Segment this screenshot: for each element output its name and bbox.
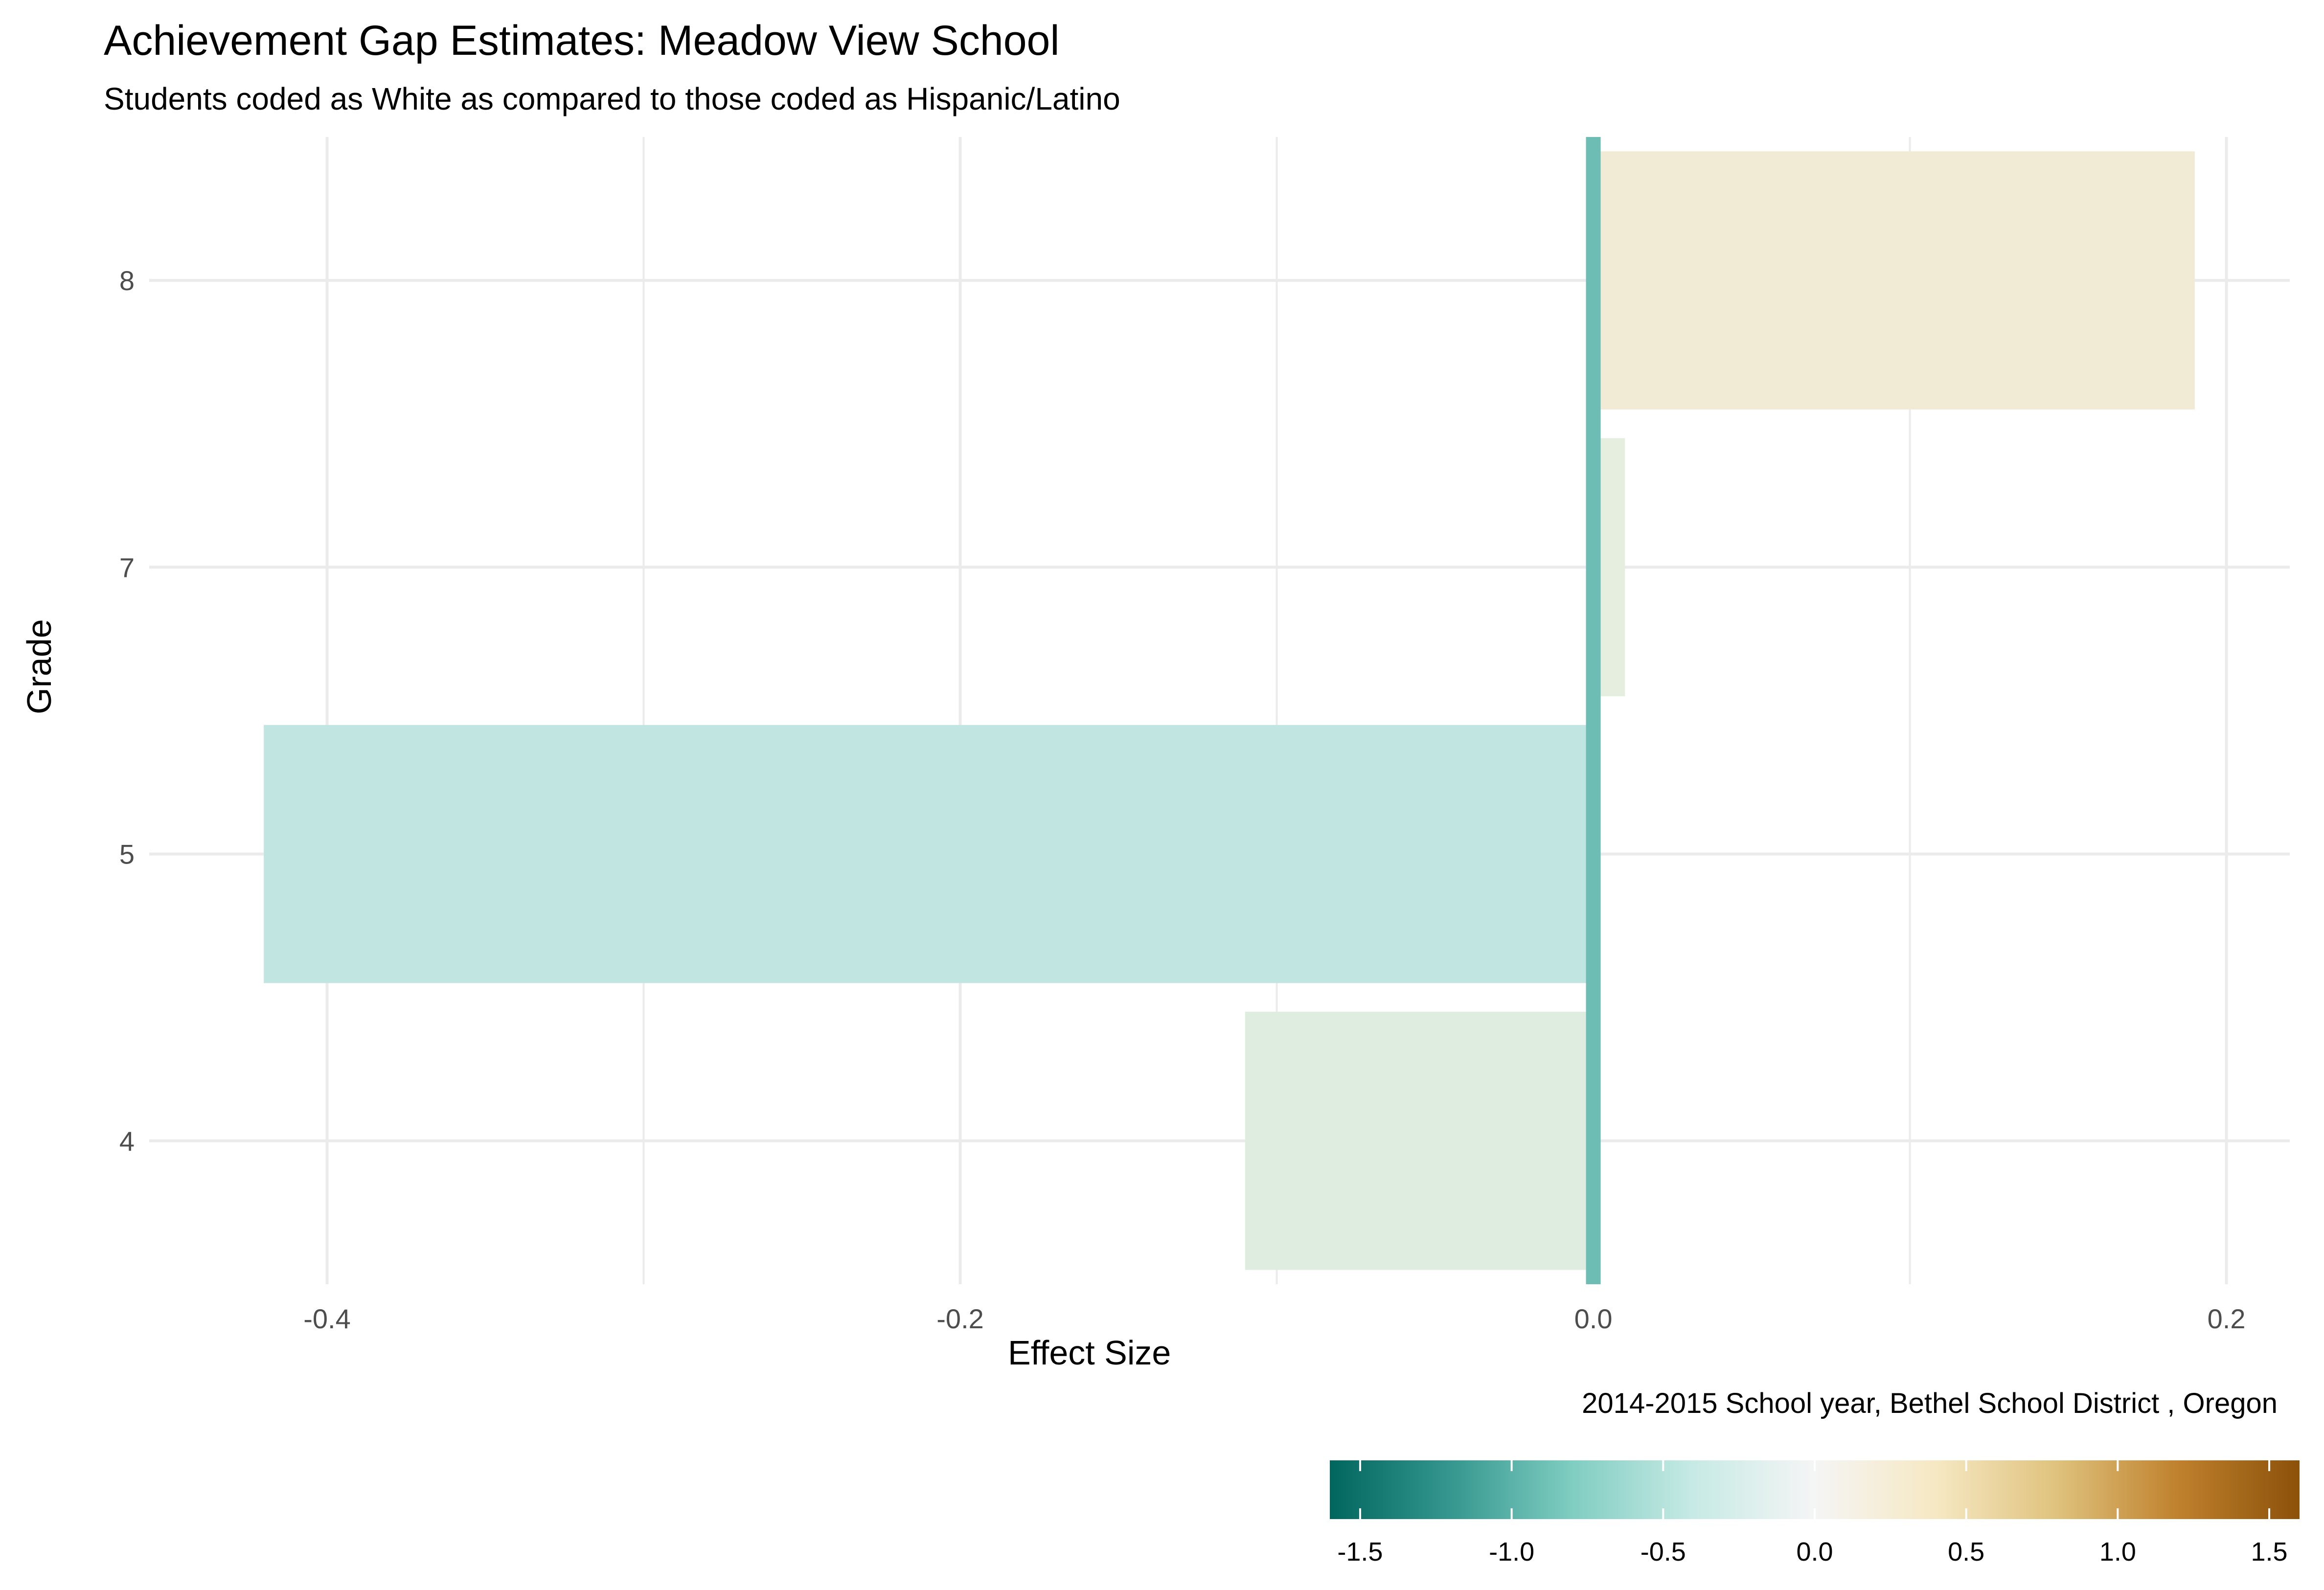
bar-grade-4 (1245, 1012, 1594, 1270)
x-tick-label: 0.0 (1574, 1303, 1613, 1334)
chart-subtitle: Students coded as White as compared to t… (104, 81, 1120, 116)
bar-grade-8 (1593, 151, 2195, 409)
colorbar-tick-label: 0.5 (1948, 1537, 1984, 1567)
x-axis-label: Effect Size (1008, 1334, 1171, 1372)
colorbar-tick-label: 0.0 (1796, 1537, 1833, 1567)
y-tick-label: 8 (119, 265, 135, 296)
x-tick-label: 0.2 (2208, 1303, 2246, 1334)
colorbar-tick-label: 1.0 (2099, 1537, 2136, 1567)
colorbar-tick-label: -1.0 (1489, 1537, 1534, 1567)
colorbar-tick-label: -0.5 (1640, 1537, 1686, 1567)
x-axis-ticks: -0.4 -0.2 0.0 0.2 (303, 1303, 2245, 1334)
zero-line (1586, 137, 1601, 1284)
y-tick-label: 5 (119, 839, 135, 870)
y-axis-ticks: 4 5 7 8 (119, 265, 135, 1157)
colorbar-legend: -1.5 -1.0 -0.5 0.0 0.5 1.0 1.5 (1330, 1460, 2300, 1567)
x-tick-label: -0.4 (303, 1303, 351, 1334)
bars (264, 151, 2195, 1270)
x-tick-label: -0.2 (936, 1303, 984, 1334)
colorbar-tick-label: 1.5 (2251, 1537, 2288, 1567)
y-axis-label: Grade (20, 619, 58, 714)
chart-caption: 2014-2015 School year, Bethel School Dis… (1582, 1387, 2278, 1419)
y-tick-label: 4 (119, 1126, 135, 1157)
colorbar-tick-label: -1.5 (1337, 1537, 1383, 1567)
y-tick-label: 7 (119, 552, 135, 583)
zero-reference-line (1586, 137, 1601, 1284)
chart-title: Achievement Gap Estimates: Meadow View S… (104, 17, 1060, 64)
bar-grade-5 (264, 725, 1594, 983)
